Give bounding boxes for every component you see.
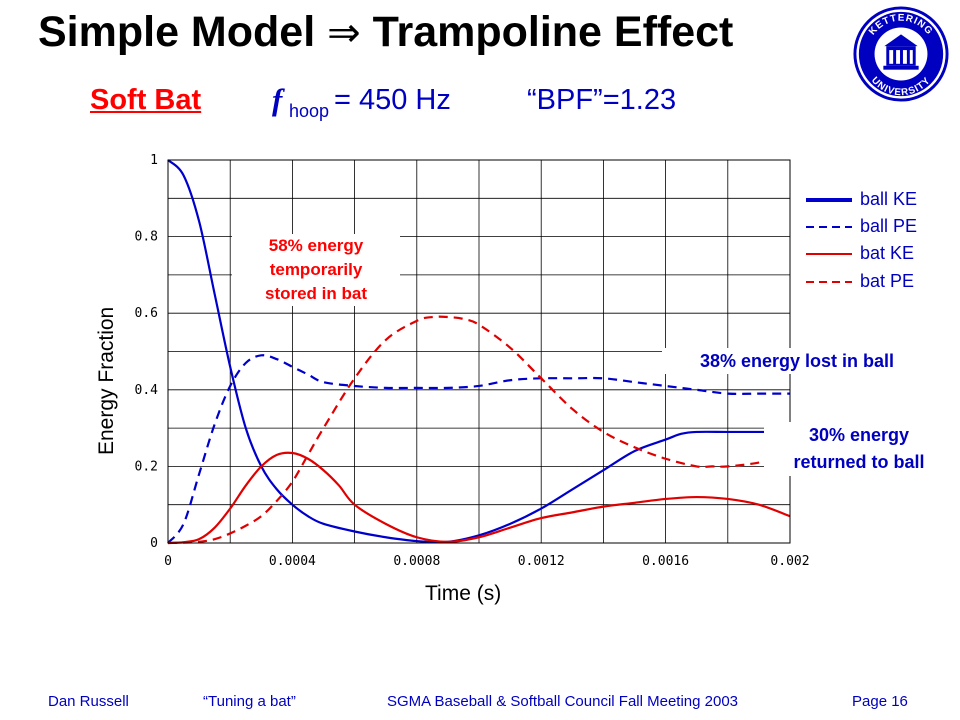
y-tick-label: 0 bbox=[150, 536, 158, 551]
y-axis-label: Energy Fraction bbox=[95, 306, 118, 455]
legend bbox=[806, 198, 852, 283]
series-line-bat-ke bbox=[167, 451, 791, 545]
footer-author: Dan Russell bbox=[48, 693, 129, 710]
annotation-stored-in-bat: 58% energy temporarily stored in bat bbox=[232, 234, 400, 306]
x-tick-label: 0.0008 bbox=[393, 554, 440, 569]
x-axis-label: Time (s) bbox=[425, 582, 502, 605]
legend-label-ball-pe: ball PE bbox=[860, 216, 918, 236]
annotation-returned-line2: returned to ball bbox=[793, 452, 925, 472]
footer-talk-title: “Tuning a bat” bbox=[203, 693, 296, 710]
annotation-lost-in-ball: 38% energy lost in ball bbox=[662, 348, 932, 374]
legend-label-bat-ke: bat KE bbox=[860, 243, 915, 263]
bat-type-label: Soft Bat bbox=[90, 84, 202, 116]
series-line-bat-pe bbox=[167, 315, 791, 545]
hoop-frequency-value: = 450 Hz bbox=[334, 84, 451, 116]
annotation-returned-line1: 30% energy bbox=[808, 425, 910, 445]
y-tick-label: 0.6 bbox=[135, 306, 158, 321]
x-tick-label: 0.0016 bbox=[642, 554, 689, 569]
annotation-stored-line1: 58% energy bbox=[268, 236, 364, 255]
x-tick-label: 0.002 bbox=[770, 554, 809, 569]
annotation-stored-line3: stored in bat bbox=[264, 284, 367, 303]
y-tick-label: 0.8 bbox=[135, 230, 158, 245]
y-tick-label: 0.2 bbox=[135, 459, 158, 474]
annotation-stored-line2: temporarily bbox=[269, 260, 363, 279]
series-line-ball-ke bbox=[167, 159, 790, 544]
legend-label-bat-pe: bat PE bbox=[860, 271, 915, 291]
frequency-subscript: hoop bbox=[289, 101, 330, 121]
x-tick-label: 0.0012 bbox=[518, 554, 565, 569]
kettering-university-logo: KETTERING UNIVERSITY bbox=[853, 6, 949, 102]
series-lines bbox=[167, 159, 791, 545]
grid-lines bbox=[168, 160, 790, 543]
frequency-symbol: f bbox=[272, 82, 283, 117]
implies-arrow: ⇒ bbox=[327, 10, 361, 56]
legend-label-ball-ke: ball KE bbox=[860, 189, 918, 209]
y-tick-label: 0.4 bbox=[135, 383, 159, 398]
slide-title: Simple Model ⇒ Trampoline Effect bbox=[38, 8, 733, 57]
bpf-value: “BPF”=1.23 bbox=[527, 84, 677, 116]
x-tick-label: 0.0004 bbox=[269, 554, 316, 569]
footer-meeting: SGMA Baseball & Softball Council Fall Me… bbox=[387, 693, 739, 710]
tick-labels: 0 0.0004 0.0008 0.0012 0.0016 0.002 0 0.2 0.4 0.6… bbox=[135, 153, 810, 569]
annotation-returned-to-ball: 30% energy returned to ball bbox=[764, 422, 954, 476]
title-text-start: Simple Model bbox=[38, 8, 316, 56]
title-text-end: Trampoline Effect bbox=[372, 8, 734, 56]
footer-page-number: Page 16 bbox=[852, 693, 908, 710]
series-line-ball-pe bbox=[167, 354, 790, 544]
x-tick-label: 0 bbox=[164, 554, 172, 569]
y-tick-label: 1 bbox=[150, 153, 158, 168]
